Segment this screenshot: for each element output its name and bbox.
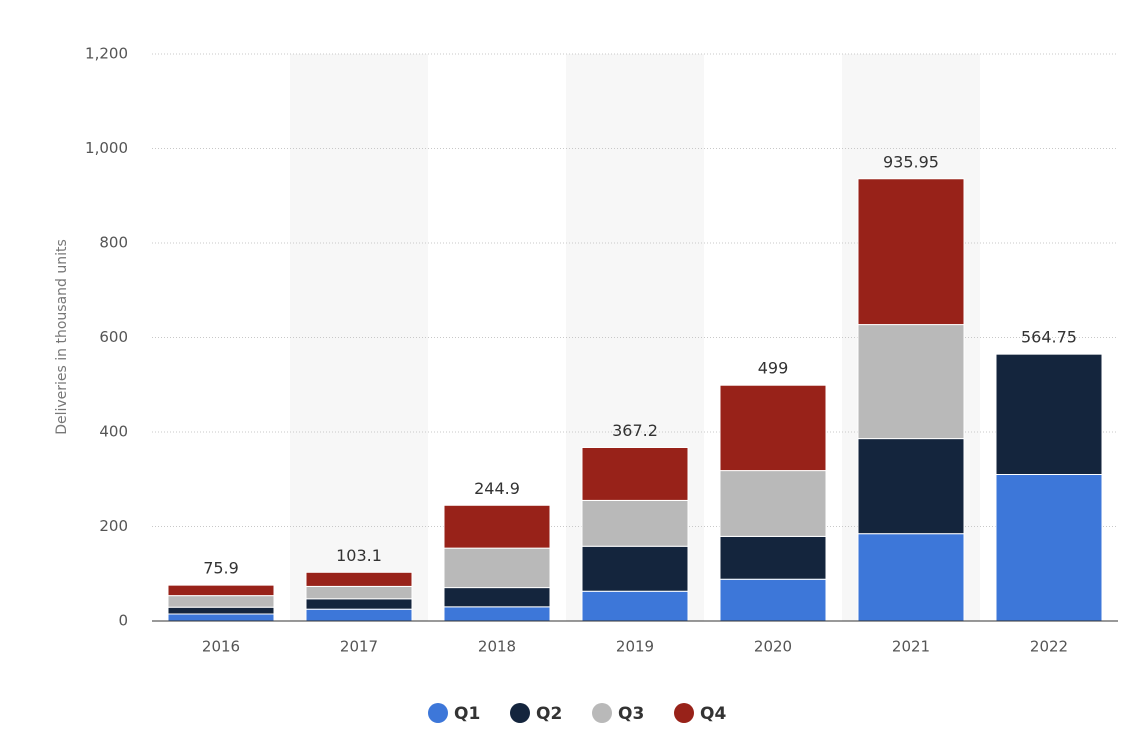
total-label: 564.75: [1021, 328, 1077, 347]
bar-segment: [305, 598, 413, 610]
legend-label: Q4: [700, 704, 726, 724]
legend-marker: [674, 703, 694, 723]
bar-segment: [443, 606, 551, 622]
bar-segment: [581, 499, 689, 547]
x-tick-label: 2019: [616, 638, 654, 656]
bar-segment: [857, 438, 965, 535]
bar-segment: [167, 606, 275, 615]
bar-segment: [443, 587, 551, 608]
x-tick-label: 2016: [202, 638, 240, 656]
y-tick-label: 0: [118, 612, 128, 630]
legend-label: Q1: [454, 704, 480, 724]
bar-segment: [581, 590, 689, 622]
bar-segment: [995, 474, 1103, 622]
y-tick-label: 400: [99, 423, 128, 441]
bar-segment: [581, 446, 689, 501]
y-tick-label: 1,000: [85, 139, 128, 157]
x-tick-label: 2020: [754, 638, 792, 656]
legend-marker: [428, 703, 448, 723]
total-label: 935.95: [883, 152, 939, 171]
x-tick-label: 2018: [478, 638, 516, 656]
y-tick-label: 800: [99, 234, 128, 252]
legend-label: Q2: [536, 704, 562, 724]
bar-segment: [581, 545, 689, 592]
legend-marker: [510, 703, 530, 723]
total-label: 499: [758, 359, 789, 378]
bar-segment: [719, 535, 827, 580]
legend-label: Q3: [618, 704, 644, 724]
bar-segment: [857, 178, 965, 326]
bar-segment: [719, 470, 827, 537]
bar-segment: [305, 571, 413, 587]
total-label: 103.1: [336, 546, 382, 565]
bar-segment: [305, 585, 413, 600]
bar-segment: [443, 547, 551, 589]
y-tick-label: 200: [99, 517, 128, 535]
legend-marker: [592, 703, 612, 723]
bar-segment: [167, 613, 275, 622]
y-tick-label: 600: [99, 328, 128, 346]
bar-segment: [167, 584, 275, 597]
bar-segment: [719, 384, 827, 472]
y-tick-label: 1,200: [85, 45, 128, 63]
total-label: 75.9: [203, 559, 239, 578]
y-axis-label: Deliveries in thousand units: [54, 239, 70, 435]
bar-segment: [167, 595, 275, 608]
x-tick-label: 2017: [340, 638, 378, 656]
x-tick-label: 2021: [892, 638, 930, 656]
bar-segment: [857, 324, 965, 440]
bar-segment: [305, 608, 413, 622]
bar-segment: [857, 533, 965, 622]
total-label: 367.2: [612, 421, 658, 440]
x-tick-label: 2022: [1030, 638, 1068, 656]
bar-segment: [443, 504, 551, 549]
bar-segment: [719, 578, 827, 622]
bar-segment: [995, 353, 1103, 476]
total-label: 244.9: [474, 479, 520, 498]
